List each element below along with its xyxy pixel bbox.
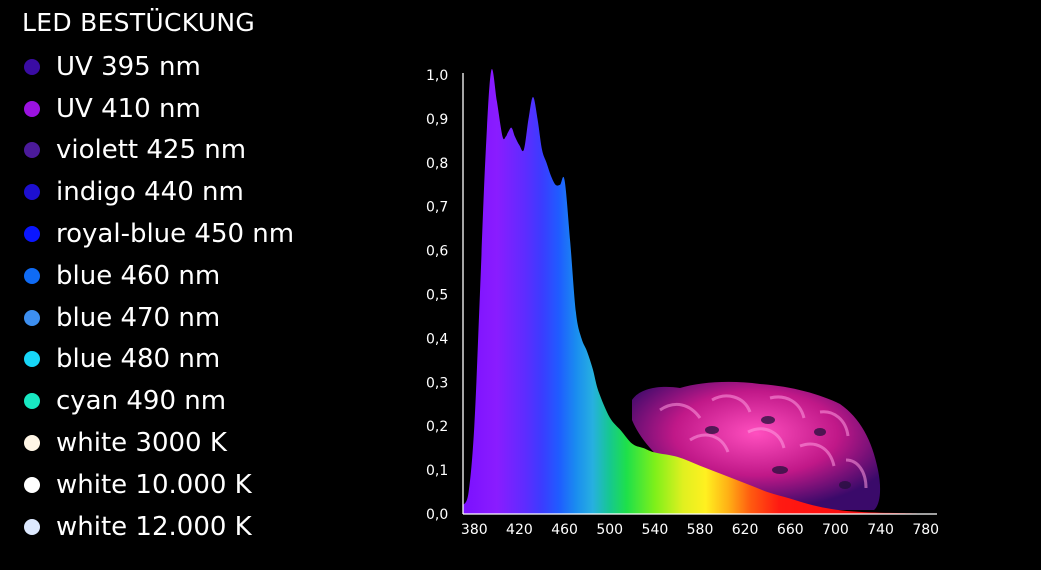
- x-tick-label: 500: [596, 522, 623, 538]
- legend-item: royal-blue 450 nm: [24, 213, 294, 255]
- x-tick-label: 420: [506, 522, 533, 538]
- legend-item: blue 480 nm: [24, 339, 294, 381]
- legend-swatch: [24, 184, 40, 201]
- legend-label: UV 395 nm: [56, 51, 201, 82]
- legend-item: UV 395 nm: [24, 46, 294, 88]
- y-tick-label: 0,3: [426, 375, 448, 391]
- legend-swatch: [24, 518, 40, 535]
- legend-item: blue 460 nm: [24, 255, 294, 297]
- legend-label: indigo 440 nm: [56, 177, 244, 208]
- y-tick-label: 1,0: [426, 68, 448, 84]
- y-tick-label: 0,2: [426, 419, 448, 435]
- x-tick-label: 740: [867, 522, 894, 538]
- x-tick-label: 540: [642, 522, 669, 538]
- legend-swatch: [24, 226, 40, 243]
- y-tick-label: 0,4: [426, 331, 448, 347]
- x-tick-label: 380: [461, 522, 488, 538]
- x-tick-label: 460: [551, 522, 578, 538]
- y-tick-label: 0,5: [426, 288, 448, 304]
- legend-label: UV 410 nm: [56, 93, 201, 124]
- plot-area: 0,0 0,1 0,2 0,3 0,4 0,5 0,6 0,7 0,8 0,9 1,0 380 420 4…: [426, 68, 939, 538]
- legend-swatch: [24, 100, 40, 117]
- y-tick-label: 0,8: [426, 156, 448, 172]
- x-tick-label: 660: [777, 522, 804, 538]
- legend-swatch: [24, 351, 40, 368]
- legend-item: blue 470 nm: [24, 297, 294, 339]
- legend-item: white 10.000 K: [24, 464, 294, 506]
- legend-swatch: [24, 476, 40, 493]
- x-tick-label: 580: [687, 522, 714, 538]
- legend-title: LED BESTÜCKUNG: [22, 8, 256, 37]
- y-tick-label: 0,1: [426, 463, 448, 479]
- legend-item: violett 425 nm: [24, 130, 294, 172]
- legend-label: royal-blue 450 nm: [56, 219, 295, 250]
- legend-label: white 10.000 K: [56, 469, 252, 500]
- legend-label: cyan 490 nm: [56, 386, 227, 417]
- legend-item: cyan 490 nm: [24, 380, 294, 422]
- legend-label: blue 460 nm: [56, 260, 221, 291]
- legend-label: blue 470 nm: [56, 302, 221, 333]
- legend-item: indigo 440 nm: [24, 171, 294, 213]
- x-tick-label: 780: [912, 522, 939, 538]
- legend-swatch: [24, 393, 40, 410]
- legend-swatch: [24, 435, 40, 452]
- spectrum-area: [463, 68, 926, 515]
- legend: UV 395 nm UV 410 nm violett 425 nm indigo 4…: [24, 46, 294, 548]
- y-tick-label: 0,6: [426, 244, 448, 260]
- y-tick-label: 0,7: [426, 200, 448, 216]
- legend-label: violett 425 nm: [56, 135, 247, 166]
- legend-swatch: [24, 142, 40, 159]
- x-tick-label: 700: [822, 522, 849, 538]
- legend-swatch: [24, 309, 40, 326]
- x-tick-label: 620: [732, 522, 759, 538]
- legend-label: blue 480 nm: [56, 344, 221, 375]
- y-tick-label: 0,9: [426, 112, 448, 128]
- legend-label: white 3000 K: [56, 428, 227, 459]
- legend-item: UV 410 nm: [24, 88, 294, 130]
- legend-label: white 12.000 K: [56, 511, 252, 542]
- legend-item: white 3000 K: [24, 422, 294, 464]
- y-tick-label: 0,0: [426, 507, 448, 523]
- legend-swatch: [24, 58, 40, 75]
- legend-item: white 12.000 K: [24, 506, 294, 548]
- legend-swatch: [24, 267, 40, 284]
